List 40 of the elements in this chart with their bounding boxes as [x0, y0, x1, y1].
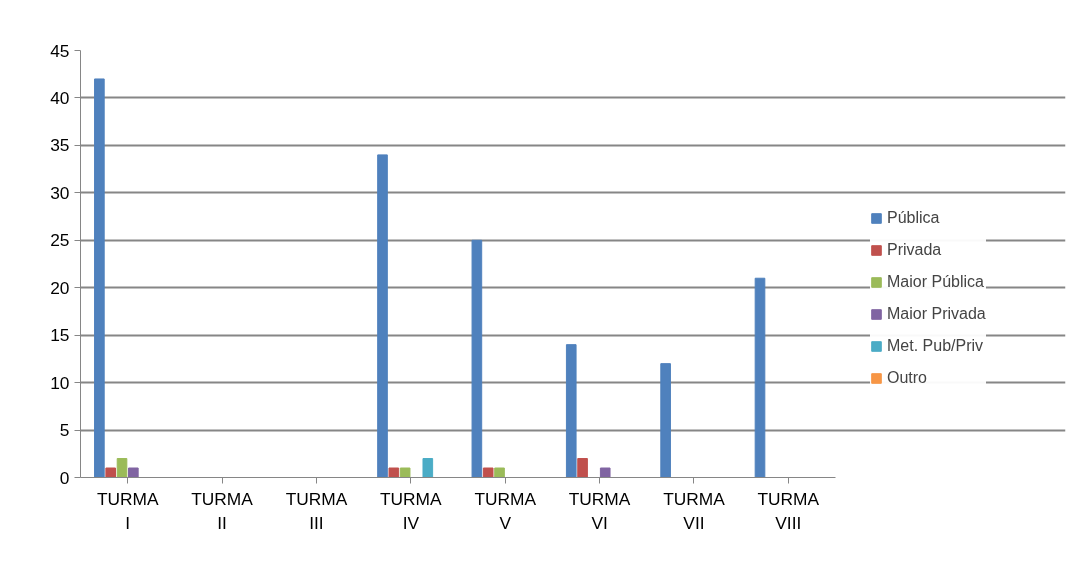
bar [377, 154, 388, 478]
bar [128, 467, 139, 478]
bar [422, 458, 434, 478]
bar [565, 344, 577, 478]
legend-label: Outro [887, 369, 928, 387]
bar [105, 467, 117, 478]
bar [94, 78, 105, 478]
legend-label: Met. Pub/Priv [887, 337, 984, 355]
x-tick-label: TURMA VI [568, 488, 631, 533]
bar [388, 467, 400, 478]
bar [660, 363, 671, 478]
bar [482, 467, 494, 478]
y-tick-label: 15 [50, 325, 70, 346]
legend-label: Privada [887, 241, 942, 259]
bar [494, 467, 505, 478]
x-tick-label: TURMA VIII [757, 488, 820, 533]
y-tick-label: 30 [50, 182, 70, 203]
y-tick-label: 35 [50, 135, 70, 156]
y-tick-label: 20 [50, 277, 70, 298]
y-tick-label: 10 [50, 372, 70, 393]
y-tick-label: 45 [50, 40, 70, 61]
x-tick-label: TURMA V [474, 488, 537, 533]
bar [399, 467, 411, 478]
y-tick-label: 0 [59, 467, 70, 488]
y-tick-label: 5 [59, 420, 70, 441]
y-tick-label: 40 [50, 87, 70, 108]
bar [116, 458, 128, 478]
bar [599, 467, 611, 478]
bar [577, 458, 588, 478]
x-tick-label: TURMA I [96, 488, 159, 533]
bar [754, 277, 766, 478]
bar [471, 239, 483, 478]
x-tick-label: TURMA II [191, 488, 254, 533]
legend-label: Maior Pública [887, 273, 984, 291]
legend-label: Maior Privada [887, 305, 986, 323]
x-tick-label: TURMA III [285, 488, 348, 533]
x-tick-label: TURMA IV [380, 488, 443, 533]
y-tick-label: 25 [50, 230, 70, 251]
legend-label: Pública [887, 209, 940, 227]
x-tick-label: TURMA VII [663, 488, 726, 533]
